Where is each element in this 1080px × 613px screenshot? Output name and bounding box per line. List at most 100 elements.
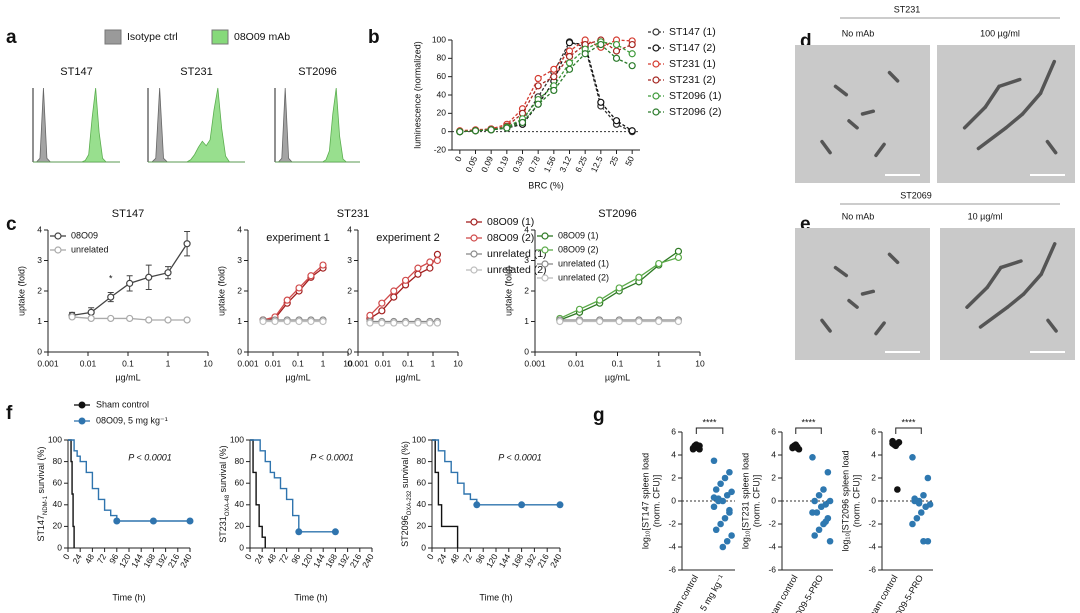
- legend-label: unrelated (1): [487, 248, 547, 260]
- legend-label: ST147 (2): [669, 42, 716, 54]
- legend-label: Isotype ctrl: [127, 31, 178, 43]
- y-tick-label: 1: [37, 316, 42, 326]
- survival-curve: [68, 439, 75, 548]
- y-axis-label-main: ST147: [36, 515, 46, 542]
- x-tick-label: 48: [448, 552, 462, 565]
- data-point: [710, 503, 718, 511]
- x-tick-label: 0: [61, 552, 72, 561]
- data-point: [815, 526, 823, 534]
- legend-marker: [652, 60, 660, 68]
- x-tick-label: 10: [453, 358, 463, 368]
- data-point: [414, 270, 422, 278]
- data-point: [401, 319, 410, 327]
- data-point: [615, 317, 623, 326]
- y-axis-label: (norm. CFU)]: [751, 475, 761, 528]
- panel-label: e: [800, 214, 811, 235]
- x-tick-label: 0.001: [37, 358, 59, 368]
- y-tick-label: 20: [53, 521, 63, 531]
- y-tick-label: -2: [868, 518, 876, 528]
- bacterium: [847, 298, 859, 309]
- censored-marker: [518, 501, 526, 509]
- y-tick-label: 6: [671, 426, 676, 436]
- data-point: [628, 40, 636, 49]
- data-point: [811, 532, 818, 539]
- data-line: [459, 42, 633, 133]
- data-point: [518, 118, 527, 127]
- x-tick-label: 72: [277, 552, 291, 565]
- x-tick-label: 0.001: [524, 358, 546, 368]
- y-tick-label: -6: [768, 564, 776, 574]
- data-point: [811, 497, 818, 505]
- x-axis-label: µg/mL: [395, 372, 420, 382]
- data-line: [262, 264, 324, 321]
- y-tick-label: 4: [771, 449, 776, 459]
- y-tick-label: 20: [235, 521, 245, 531]
- legend-marker: [541, 232, 549, 240]
- data-point: [307, 272, 315, 280]
- y-axis-label: log₁₀[ST2096 spleen load: [840, 450, 850, 551]
- bacterium: [1045, 139, 1058, 155]
- x-tick-label: 6.25: [573, 154, 589, 173]
- data-point: [145, 316, 153, 324]
- y-tick-label: 20: [417, 521, 427, 531]
- bacterium: [978, 305, 1010, 329]
- x-tick-label: 216: [535, 552, 551, 570]
- data-point: [550, 65, 558, 73]
- data-point: [164, 316, 172, 324]
- data-point: [909, 520, 916, 528]
- legend-marker: [470, 250, 478, 258]
- data-point: [596, 296, 604, 304]
- x-tick-label: 0.001: [237, 358, 259, 368]
- legend-label: 08O09 (2): [487, 232, 534, 244]
- legend-marker: [470, 234, 478, 242]
- x-tick-label: 10: [695, 358, 705, 368]
- data-point: [556, 317, 564, 326]
- y-tick-label: -6: [668, 564, 676, 574]
- data-point: [615, 284, 623, 292]
- data-point: [696, 445, 703, 453]
- x-tick-label: 120: [484, 552, 500, 570]
- x-tick-label: 24: [435, 552, 449, 565]
- data-point: [87, 308, 95, 316]
- image-strain: ST2069: [900, 190, 932, 200]
- legend-label: ST231 (2): [669, 74, 716, 86]
- annotation: *: [109, 273, 113, 283]
- panel-label: b: [368, 27, 380, 48]
- bacterium: [887, 252, 900, 265]
- data-point: [319, 261, 327, 269]
- legend-label: unrelated (2): [487, 264, 547, 276]
- bacterium: [962, 105, 988, 130]
- data-point: [917, 509, 925, 516]
- y-tick-label: 0: [871, 495, 876, 505]
- subplot-title: ST2096: [298, 66, 337, 78]
- data-point: [283, 296, 291, 304]
- x-axis-label: µg/mL: [285, 372, 310, 382]
- y-tick-label: 0: [771, 495, 776, 505]
- bacterium: [860, 289, 876, 296]
- y-axis-label: (norm. CFU)]: [851, 475, 861, 528]
- data-line: [459, 43, 633, 133]
- significance-label: ****: [802, 417, 817, 427]
- data-point: [909, 454, 916, 461]
- data-point: [414, 264, 422, 272]
- x-tick-label: 0.19: [495, 154, 511, 173]
- data-point: [401, 276, 410, 284]
- y-tick-label: -4: [868, 541, 876, 551]
- data-point: [817, 503, 825, 511]
- panel-label: c: [6, 214, 17, 235]
- y-tick-label: 40: [417, 499, 427, 509]
- significance-label: ****: [902, 417, 917, 427]
- data-point: [674, 247, 683, 255]
- y-tick-label: 80: [53, 456, 63, 466]
- legend-label: ST147 (1): [669, 26, 716, 38]
- legend-label: 08O09: [71, 230, 98, 240]
- y-tick-label: 100: [48, 434, 62, 444]
- y-axis-label-rest: survival (%): [218, 445, 228, 495]
- y-axis-label-rest: survival (%): [36, 446, 46, 496]
- y-axis-label-sub: NDM-1: [43, 495, 49, 515]
- histogram-area: [275, 87, 360, 163]
- data-point: [283, 317, 291, 326]
- x-tick-label: 0.05: [463, 154, 479, 173]
- survival-curve: [250, 439, 266, 548]
- data-point: [809, 454, 816, 461]
